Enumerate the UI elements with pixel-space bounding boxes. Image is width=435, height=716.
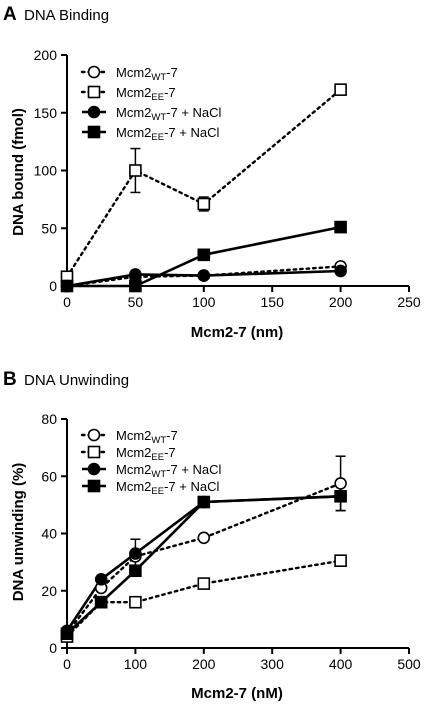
panel-a-x-axis-label: Mcm2-7 (nm) xyxy=(191,324,284,341)
panel-b-legend-marker-2 xyxy=(87,445,101,459)
panel-a-series-4-point xyxy=(334,220,347,234)
panel-b-x-tick-label: 200 xyxy=(192,656,216,672)
panel-a-legend-label-1: Mcm2WT-7 xyxy=(116,65,178,83)
panel-b-letter: B xyxy=(3,369,17,390)
panel-a-series-3-point xyxy=(334,264,347,278)
panel-b-series-1-point xyxy=(334,477,347,490)
panel-b-series-2-point xyxy=(129,595,142,609)
panel-a-series-3-point xyxy=(129,268,142,281)
panel-a-series-4-line xyxy=(67,225,341,288)
panel-a-series-2-point xyxy=(197,197,211,211)
panel-b-series-3-point xyxy=(129,547,142,560)
panel-a-y-tick-label: 100 xyxy=(34,163,58,179)
panel-a-series-2-point xyxy=(334,83,347,96)
panel-b-legend-marker-4 xyxy=(87,479,101,493)
panel-a-series-4-point xyxy=(197,248,211,262)
panel-b-x-tick-label: 0 xyxy=(63,656,71,672)
panel-a-y-tick-label: 200 xyxy=(34,47,58,63)
panel-b-series-2-point xyxy=(197,577,211,590)
panel-a-x-tick-label: 0 xyxy=(63,294,71,310)
panel-b-y-tick-label: 80 xyxy=(41,411,57,427)
panel-b-series-2-line xyxy=(65,559,342,638)
panel-a-title: DNA Binding xyxy=(24,7,109,24)
panel-a-series-2-line xyxy=(65,88,342,278)
panel-b-legend-marker-3 xyxy=(87,462,101,476)
panel-b-series-4-point xyxy=(334,489,347,503)
panel-b-legend-label-2: Mcm2EE-7 xyxy=(116,445,176,463)
panel-b-x-tick-label: 400 xyxy=(329,656,353,672)
panel-b-series-2-point xyxy=(334,554,347,567)
panel-b-x-tick-label: 100 xyxy=(124,656,148,672)
panel-b-y-tick-label: 20 xyxy=(41,583,57,599)
panel-b-x-axis-label: Mcm2-7 (nM) xyxy=(191,685,283,702)
panel-b-series-1-point xyxy=(197,531,211,545)
panel-b-series-4-point xyxy=(129,564,142,578)
panel-b-y-tick-label: 0 xyxy=(49,640,57,656)
panel-a-legend-marker-2 xyxy=(87,85,101,99)
panel-a-x-tick-label: 50 xyxy=(128,294,144,310)
panel-b-series-4-line xyxy=(66,495,341,635)
panel-b-legend-marker-1 xyxy=(87,428,101,442)
panel-a-series-3-line xyxy=(66,269,341,288)
panel-b-legend-label-1: Mcm2WT-7 xyxy=(116,428,178,446)
panel-a-x-tick-label: 150 xyxy=(261,294,285,310)
panel-b-series-4-point xyxy=(60,627,74,640)
panel-a-legend-marker-1 xyxy=(87,65,101,79)
panel-b-series-3-point xyxy=(94,572,108,586)
panel-a-y-tick-label: 0 xyxy=(49,278,57,294)
panel-a-x-tick-label: 100 xyxy=(192,294,216,310)
panel-a-legend-label-4: Mcm2EE-7 + NaCl xyxy=(116,125,219,143)
panel-a-series-3-point xyxy=(197,269,211,282)
panel-a-x-tick-label: 200 xyxy=(329,294,353,310)
panel-a-letter: A xyxy=(3,4,17,25)
panel-b-x-tick-label: 300 xyxy=(261,656,285,672)
panel-b-series-4-point xyxy=(197,495,211,509)
panel-a-plot: 0 50 100 150 200 250 0 50 100 150 200 xyxy=(34,47,421,310)
panel-a-x-tick-label: 250 xyxy=(397,294,421,310)
panel-b-series-4-point xyxy=(94,595,108,609)
panel-b-y-axis-label: DNA unwinding (%) xyxy=(10,463,27,602)
panel-a-legend: Mcm2WT-7 Mcm2EE-7 Mcm2WT-7 + NaCl Mcm2EE-7 … xyxy=(80,65,222,143)
panel-a-series-2-point xyxy=(129,164,142,177)
panel-b-y-tick-label: 40 xyxy=(41,526,57,542)
panel-b-x-tick-label: 500 xyxy=(397,656,421,672)
panel-a-series-4-point xyxy=(129,279,142,293)
panel-b-legend-label-3: Mcm2WT-7 + NaCl xyxy=(116,462,222,480)
panel-a-legend-marker-4 xyxy=(87,125,101,139)
panel-a-legend-marker-3 xyxy=(87,105,101,119)
panel-b-series-3-line xyxy=(65,495,341,632)
panel-a-series-4-point xyxy=(60,279,74,293)
panel-b-title: DNA Unwinding xyxy=(24,372,129,389)
panel-a-y-tick-label: 150 xyxy=(34,105,58,121)
panel-a-legend-label-2: Mcm2EE-7 xyxy=(116,85,176,103)
panel-a-y-axis-label: DNA bound (fmol) xyxy=(10,108,27,236)
panel-a-y-tick-label: 50 xyxy=(41,220,57,236)
panel-b-plot: 0 100 200 300 400 500 0 20 40 60 80 xyxy=(41,411,420,672)
panel-b-y-tick-label: 60 xyxy=(41,468,57,484)
panel-a-legend-label-3: Mcm2WT-7 + NaCl xyxy=(116,105,222,123)
panel-b-legend-label-4: Mcm2EE-7 + NaCl xyxy=(116,479,219,497)
